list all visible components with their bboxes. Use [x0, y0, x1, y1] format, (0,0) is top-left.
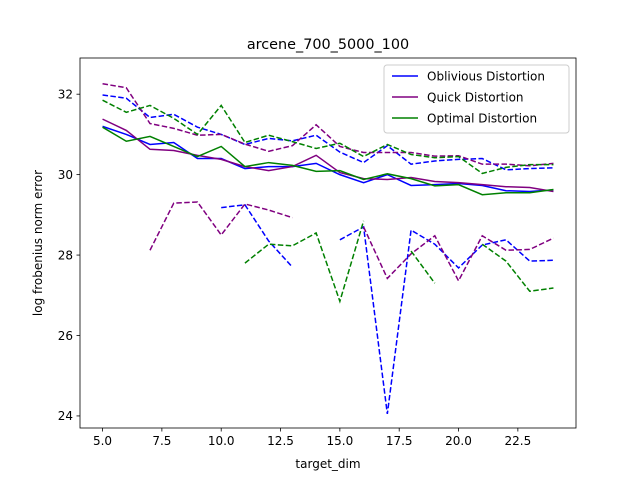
- x-tick-label: 20.0: [445, 434, 472, 448]
- series-oblivious-distortion-lower-line: [221, 203, 554, 415]
- x-tick-label: 17.5: [386, 434, 413, 448]
- y-tick-label: 30: [58, 168, 73, 182]
- x-tick-label: 10.0: [208, 434, 235, 448]
- chart-title: arcene_700_5000_100: [247, 37, 409, 53]
- x-tick-label: 15.0: [327, 434, 354, 448]
- y-tick-label: 24: [58, 409, 73, 423]
- legend: Oblivious Distortion Quick Distortion Opti…: [383, 64, 570, 134]
- y-axis-label: log frobenius norm error: [31, 170, 45, 316]
- y-tick-label: 26: [58, 329, 73, 343]
- legend-label-quick-distortion: Quick Distortion: [427, 90, 524, 104]
- x-tick-label: 12.5: [267, 434, 294, 448]
- x-axis: 5.0 7.5 10.0 12.5 15.0 17.5 20.0 22.5: [93, 428, 531, 448]
- x-tick-label: 5.0: [93, 434, 112, 448]
- y-tick-label: 28: [58, 248, 73, 262]
- y-tick-label: 32: [58, 87, 73, 101]
- legend-box: [383, 64, 570, 134]
- series-oblivious-distortion-upper-line: [102, 94, 554, 171]
- series-optimal-distortion-upper-line: [102, 99, 554, 175]
- series-oblivious-distortion-mean-line: [102, 125, 554, 193]
- series-quick-distortion-lower-line: [149, 201, 554, 283]
- series-optimal-distortion: [102, 99, 554, 304]
- series-quick-distortion-upper-line: [102, 83, 554, 167]
- series-quick-distortion-mean-line: [102, 118, 554, 193]
- legend-label-optimal-distortion: Optimal Distortion: [427, 111, 537, 125]
- x-tick-label: 22.5: [504, 434, 531, 448]
- x-tick-label: 7.5: [152, 434, 171, 448]
- series-layer: [102, 83, 554, 415]
- y-axis: 24 26 28 30 32: [58, 87, 80, 423]
- x-axis-label: target_dim: [295, 457, 360, 471]
- series-oblivious-distortion: [102, 94, 554, 415]
- legend-label-oblivious-distortion: Oblivious Distortion: [427, 69, 545, 83]
- series-optimal-distortion-mean-line: [102, 126, 554, 196]
- plot-frame: [79, 57, 577, 429]
- series-quick-distortion: [102, 83, 554, 283]
- series-optimal-distortion-lower-line: [244, 220, 554, 304]
